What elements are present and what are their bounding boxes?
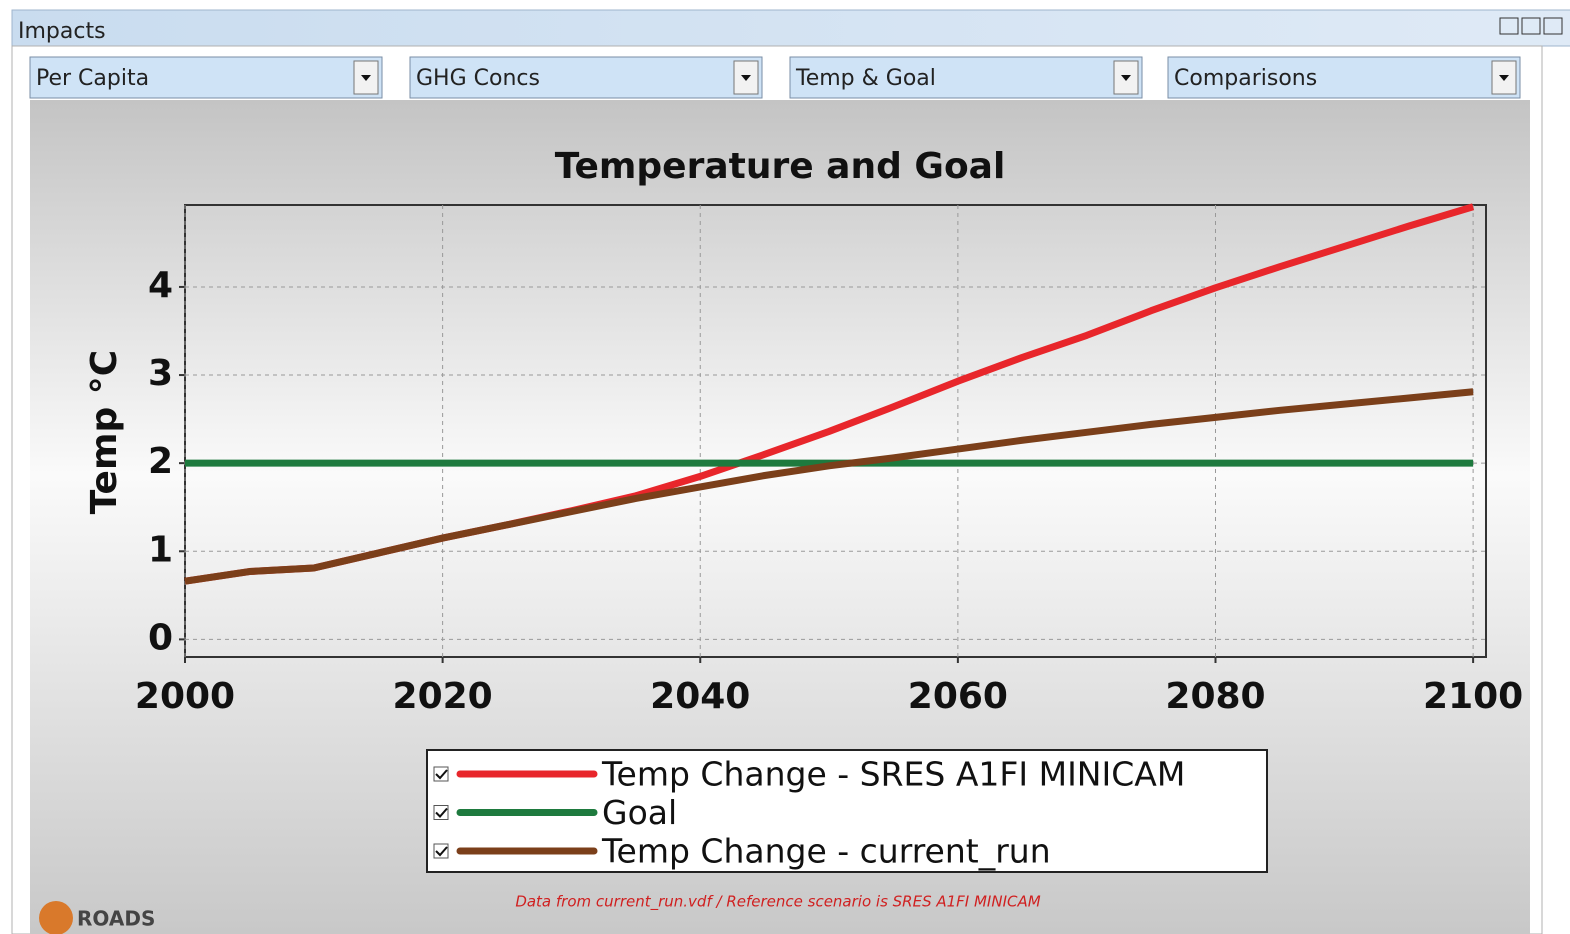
dropdown-arrow[interactable]: [1499, 75, 1509, 81]
y-tick-label: 4: [148, 265, 173, 306]
dropdown-button[interactable]: [1491, 60, 1517, 95]
logo-icon: [39, 901, 73, 934]
title-bar: [11, 9, 1570, 47]
dropdown[interactable]: GHG Concs: [409, 56, 763, 99]
dropdown[interactable]: Temp & Goal: [789, 56, 1143, 99]
dropdown-arrow[interactable]: [361, 75, 371, 81]
x-tick-label: 2040: [650, 676, 750, 717]
series-line: [184, 388, 1474, 585]
legend-checkmark[interactable]: [435, 846, 448, 857]
dropdown-label[interactable]: Per Capita: [36, 66, 149, 91]
chart-title: Temperature and Goal: [555, 146, 1006, 187]
x-tick-label: 2060: [908, 676, 1008, 717]
y-axis-label: Temp °C: [84, 350, 125, 514]
dropdown-label[interactable]: Comparisons: [1174, 66, 1317, 91]
x-tick-label: 2020: [393, 676, 493, 717]
x-tick-label: 2100: [1423, 676, 1523, 717]
x-tick-label: 2080: [1165, 676, 1265, 717]
legend-label: Temp Change - SRES A1FI MINICAM: [601, 755, 1185, 794]
minimize[interactable]: [1499, 17, 1519, 35]
window-controls[interactable]: [1499, 17, 1563, 35]
dropdown-arrow[interactable]: [741, 75, 751, 81]
dropdown[interactable]: Comparisons: [1167, 56, 1521, 99]
footnote: Data from current_run.vdf / Reference sc…: [515, 893, 1040, 912]
x-tick-label: 2000: [135, 676, 235, 717]
legend-checkbox[interactable]: [433, 805, 449, 820]
dropdown-label[interactable]: Temp & Goal: [795, 66, 936, 91]
y-tick-label: 0: [148, 617, 173, 658]
logo-text: ROADS: [77, 907, 155, 931]
dropdown-field[interactable]: [29, 56, 383, 99]
legend-checkmark[interactable]: [435, 769, 448, 780]
close[interactable]: [1543, 17, 1563, 35]
legend-checkbox[interactable]: [433, 843, 449, 859]
dropdown-arrow[interactable]: [1121, 75, 1131, 81]
plot: 0 1 2 3 4 2000 2020 2040 2060 2080 2100: [135, 203, 1523, 717]
dropdown[interactable]: Per Capita: [29, 56, 383, 99]
dropdown-field[interactable]: [409, 56, 763, 99]
dropdown-field[interactable]: [789, 56, 1143, 99]
legend-checkbox[interactable]: [433, 766, 449, 782]
y-tick-label: 2: [148, 441, 173, 482]
y-tick-label: 3: [148, 353, 173, 394]
dropdown-bar: Per Capita GHG Concs Temp & Goal Comparison…: [29, 56, 1521, 99]
dropdown-field[interactable]: [1167, 56, 1521, 99]
legend-label: Temp Change - current_run: [601, 832, 1051, 871]
legend-label: Goal: [602, 793, 677, 832]
y-tick-label: 1: [148, 529, 173, 570]
maximize[interactable]: [1521, 17, 1541, 35]
window-title: Impacts: [18, 19, 106, 44]
legend-items: Temp Change - SRES A1FI MINICAMGoalTemp …: [433, 755, 1185, 871]
legend-checkmark[interactable]: [435, 807, 448, 818]
dropdown-label[interactable]: GHG Concs: [416, 66, 540, 91]
